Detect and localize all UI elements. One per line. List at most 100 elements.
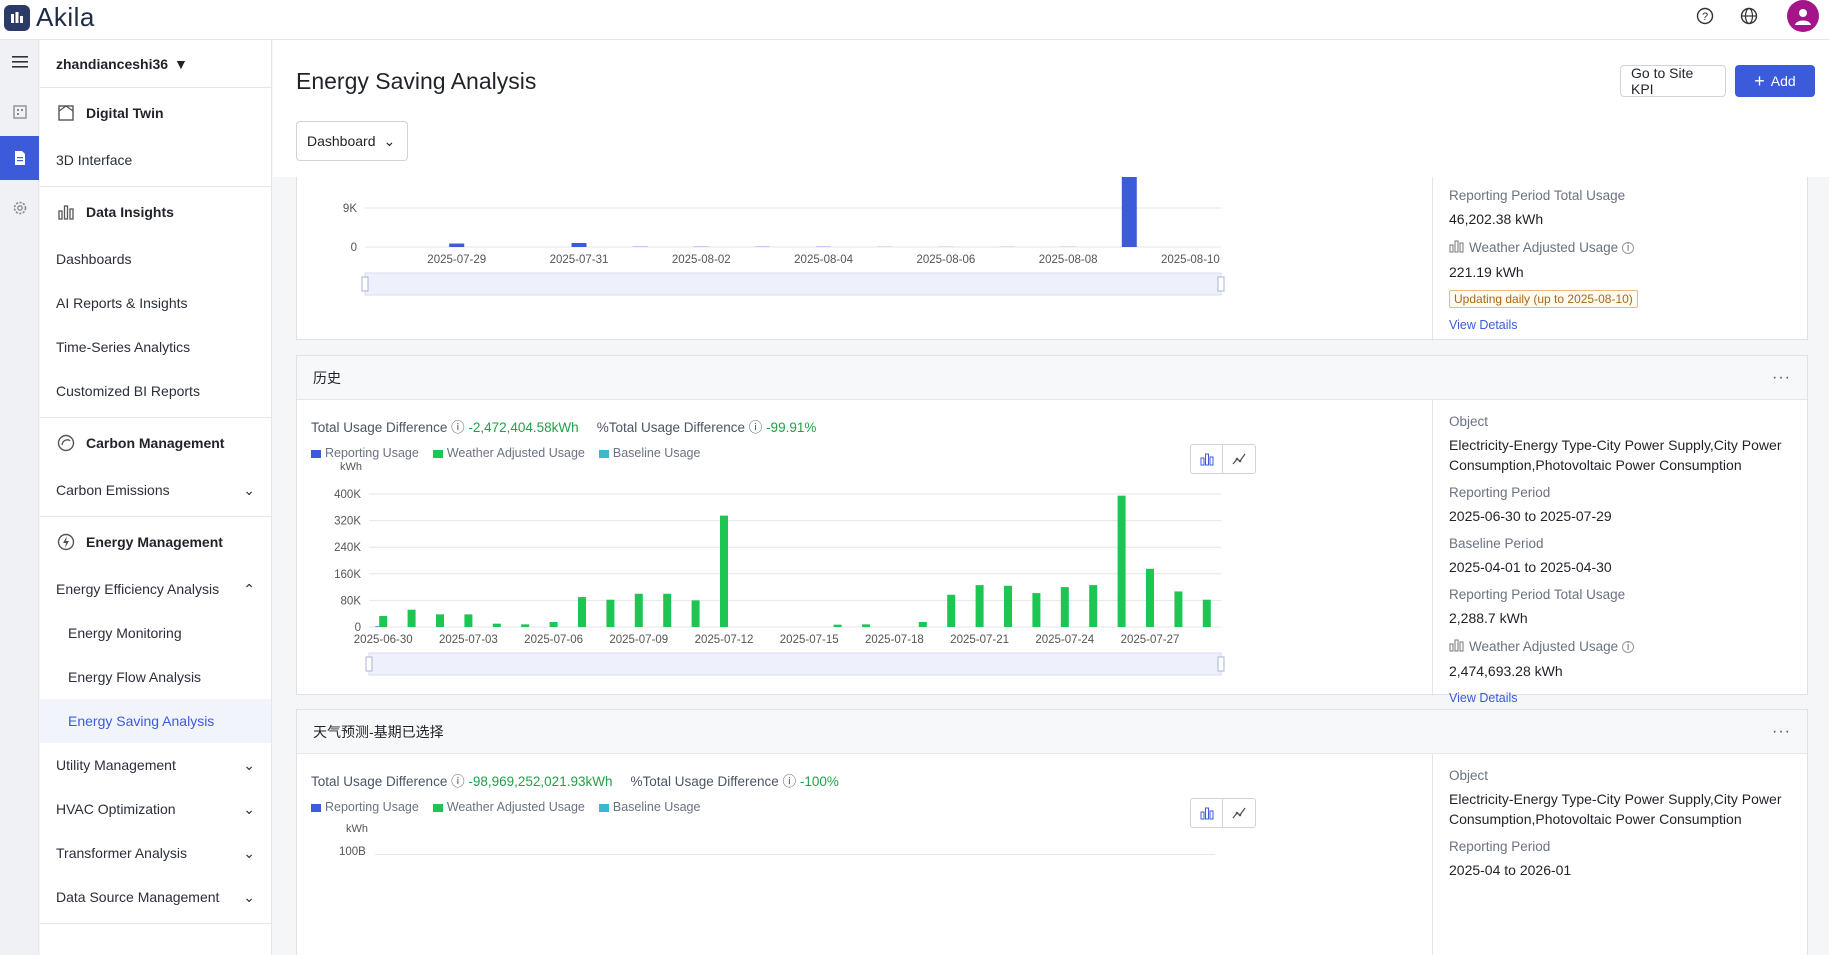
total-usage-value: 46,202.38 kWh bbox=[1449, 211, 1544, 227]
info-icon: ⓘ bbox=[782, 774, 797, 789]
x-tick-label: 2025-07-09 bbox=[609, 634, 668, 646]
nav-head-carbon[interactable]: Carbon Management bbox=[40, 418, 271, 468]
svg-text:?: ? bbox=[1702, 11, 1708, 23]
chart-bar bbox=[379, 616, 388, 627]
pct-diff-value: -100% bbox=[799, 774, 839, 789]
view-details-link[interactable]: View Details bbox=[1449, 691, 1518, 705]
bar-chart-toggle-icon[interactable] bbox=[1191, 799, 1223, 827]
nav-head-energy[interactable]: Energy Management bbox=[40, 517, 271, 567]
report-icon[interactable] bbox=[0, 136, 39, 180]
globe-icon[interactable] bbox=[1737, 4, 1761, 28]
bar-chart-toggle-icon[interactable] bbox=[1191, 445, 1223, 473]
carbon-icon bbox=[57, 434, 75, 452]
more-icon[interactable]: ··· bbox=[1772, 722, 1791, 740]
plus-icon: + bbox=[1754, 71, 1765, 91]
sidebar-item-data-source[interactable]: Data Source Management ⌄ bbox=[56, 888, 255, 906]
go-to-site-kpi-button[interactable]: Go to Site KPI bbox=[1620, 65, 1726, 97]
x-tick-label: 2025-07-03 bbox=[439, 634, 498, 646]
chart-bar bbox=[663, 593, 672, 627]
brand-logo[interactable]: Akila bbox=[4, 2, 95, 33]
sidebar-item-carbon-emissions[interactable]: Carbon Emissions ⌄ bbox=[56, 481, 255, 499]
site-name: zhandianceshi36 bbox=[56, 55, 169, 72]
sidebar-item-3d-interface[interactable]: 3D Interface bbox=[56, 152, 133, 168]
total-usage-value: 2,288.7 kWh bbox=[1449, 610, 1528, 626]
chart-bar bbox=[1121, 177, 1137, 247]
x-tick-label: 2025-07-18 bbox=[865, 634, 924, 646]
sidebar: zhandianceshi36 ▼ Digital Twin 3D Interf… bbox=[40, 40, 272, 955]
info-icon[interactable]: i bbox=[1622, 640, 1635, 653]
info-icon[interactable]: i bbox=[1622, 241, 1635, 254]
bar-chart-icon bbox=[58, 205, 74, 220]
y-tick-label: 400K bbox=[334, 489, 361, 501]
legend-baseline[interactable]: Baseline Usage bbox=[598, 446, 700, 460]
y-tick-label: 160K bbox=[334, 569, 361, 581]
top-bar: Akila ? bbox=[0, 0, 1829, 40]
legend-weather[interactable]: Weather Adjusted Usage bbox=[432, 446, 585, 460]
x-tick-label: 2025-08-06 bbox=[916, 254, 975, 266]
chart-bar bbox=[492, 623, 501, 627]
chart-bar bbox=[1004, 585, 1012, 627]
avatar[interactable] bbox=[1787, 0, 1819, 32]
weather-chart-icon bbox=[1449, 239, 1465, 256]
reporting-chart-1: 09K18K2025-07-292025-07-312025-08-022025… bbox=[343, 177, 1225, 296]
line-chart-toggle-icon[interactable] bbox=[1223, 445, 1255, 473]
sidebar-item-ai-reports[interactable]: AI Reports & Insights bbox=[56, 295, 188, 311]
chevron-down-icon: ⌄ bbox=[243, 481, 255, 498]
nav-head-digital-twin[interactable]: Digital Twin bbox=[40, 88, 271, 138]
gear-icon[interactable] bbox=[0, 186, 39, 230]
sidebar-item-bi-reports[interactable]: Customized BI Reports bbox=[56, 383, 200, 399]
legend-baseline[interactable]: Baseline Usage bbox=[598, 800, 700, 814]
chevron-down-icon: ⌄ bbox=[243, 888, 255, 905]
sidebar-item-utility[interactable]: Utility Management ⌄ bbox=[56, 756, 255, 774]
baseline-period-label: Baseline Period bbox=[1449, 536, 1544, 551]
x-tick-label: 2025-08-08 bbox=[1039, 254, 1098, 266]
sidebar-item-energy-efficiency[interactable]: Energy Efficiency Analysis ⌃ bbox=[56, 580, 255, 598]
dashboard-dropdown[interactable]: Dashboard ⌄ bbox=[296, 121, 408, 161]
chevron-down-icon: ⌄ bbox=[243, 844, 255, 861]
usage-difference-row: Total Usage Difference ⓘ -98,969,252,021… bbox=[311, 774, 839, 789]
baseline-period-value: 2025-04-01 to 2025-04-30 bbox=[1449, 559, 1612, 575]
sidebar-item-energy-flow[interactable]: Energy Flow Analysis bbox=[68, 669, 202, 685]
x-tick-label: 2025-06-30 bbox=[354, 634, 413, 646]
chart-bar bbox=[464, 614, 473, 627]
nav-head-data-insights[interactable]: Data Insights bbox=[40, 187, 271, 237]
reporting-period-value: 2025-06-30 to 2025-07-29 bbox=[1449, 508, 1612, 524]
legend-reporting[interactable]: Reporting Usage bbox=[311, 446, 419, 460]
x-tick-label: 2025-07-21 bbox=[950, 634, 1009, 646]
sidebar-item-energy-monitoring[interactable]: Energy Monitoring bbox=[68, 625, 182, 641]
chart-bar bbox=[521, 624, 530, 627]
building-icon[interactable] bbox=[0, 90, 39, 134]
x-tick-label: 2025-07-24 bbox=[1035, 634, 1094, 646]
x-tick-label: 2025-08-04 bbox=[794, 254, 853, 266]
menu-icon[interactable] bbox=[0, 40, 39, 84]
chevron-down-icon: ⌄ bbox=[383, 132, 396, 149]
sidebar-item-time-series[interactable]: Time-Series Analytics bbox=[56, 339, 191, 355]
x-tick-label: 2025-08-10 bbox=[1161, 254, 1220, 266]
chart-bar bbox=[1146, 568, 1154, 627]
sidebar-item-hvac[interactable]: HVAC Optimization ⌄ bbox=[56, 800, 255, 818]
sidebar-item-transformer[interactable]: Transformer Analysis ⌄ bbox=[56, 844, 255, 862]
chart-bar bbox=[571, 242, 587, 247]
total-usage-label: Reporting Period Total Usage bbox=[1449, 587, 1626, 602]
card-header: 历史 ··· bbox=[297, 356, 1807, 400]
y-tick-label: 80K bbox=[341, 595, 362, 607]
add-button[interactable]: + Add bbox=[1735, 65, 1815, 97]
zoom-slider bbox=[368, 652, 1222, 676]
line-chart-toggle-icon[interactable] bbox=[1223, 799, 1255, 827]
legend-weather[interactable]: Weather Adjusted Usage bbox=[432, 800, 585, 814]
sidebar-item-dashboards[interactable]: Dashboards bbox=[56, 251, 132, 267]
site-selector[interactable]: zhandianceshi36 ▼ bbox=[40, 40, 271, 88]
view-details-link[interactable]: View Details bbox=[1449, 318, 1518, 332]
legend-reporting[interactable]: Reporting Usage bbox=[311, 800, 419, 814]
chart-bar bbox=[720, 515, 728, 627]
zoom-handle-left bbox=[365, 656, 373, 672]
nav-section-data-insights: Data Insights Dashboards AI Reports & In… bbox=[40, 187, 271, 418]
chart-bar bbox=[606, 599, 615, 627]
logo-mark-icon bbox=[4, 4, 30, 31]
x-tick-label: 2025-08-02 bbox=[672, 254, 731, 266]
help-icon[interactable]: ? bbox=[1693, 4, 1717, 28]
chevron-down-icon: ⌄ bbox=[243, 756, 255, 773]
more-icon[interactable]: ··· bbox=[1772, 368, 1791, 386]
sidebar-item-energy-saving[interactable]: Energy Saving Analysis bbox=[40, 699, 271, 743]
y-tick-label: 9K bbox=[343, 203, 357, 215]
